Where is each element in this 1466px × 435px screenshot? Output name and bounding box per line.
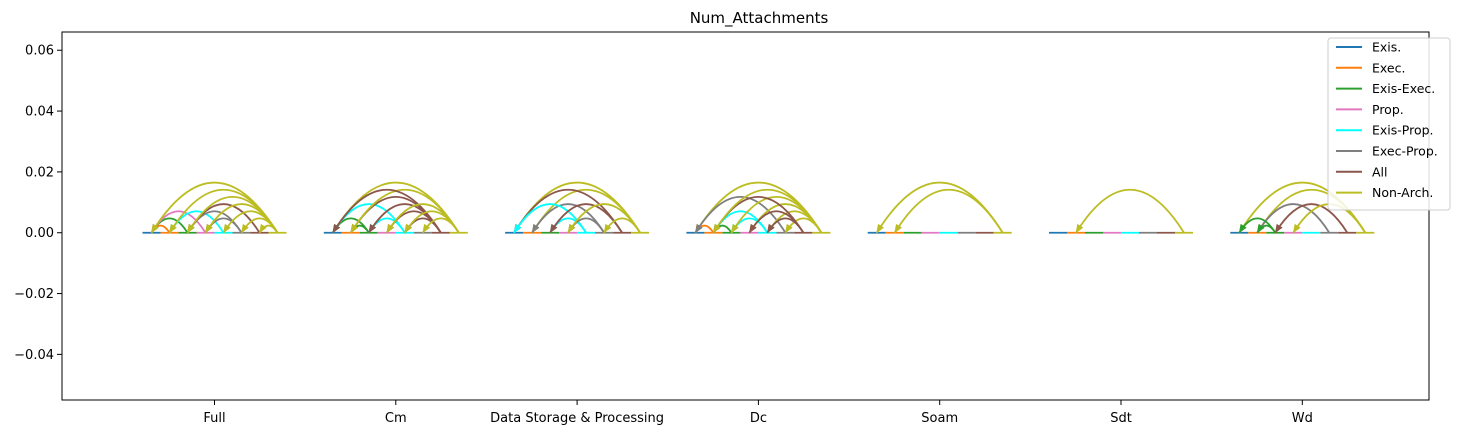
arc-group: [142, 181, 287, 234]
y-axis: 0.06 0.04 0.02 0.00 −0.02 −0.04: [14, 44, 62, 363]
arc-group: [1049, 188, 1193, 234]
arc-edge: [603, 217, 641, 234]
arc-group: [323, 181, 468, 234]
arc-edge: [1274, 203, 1349, 234]
legend-box: [1327, 37, 1451, 211]
arc-arrowhead: [187, 223, 195, 234]
legend-label: Exis-Prop.: [1372, 123, 1434, 138]
y-tick-label: 0.06: [25, 44, 54, 59]
arc-arrowhead: [368, 223, 377, 234]
arc-arrowhead: [332, 223, 341, 234]
arc-arrowhead: [603, 223, 612, 234]
arc-arrowhead: [205, 223, 213, 234]
arc-arrowhead: [1274, 223, 1283, 234]
arc-edge: [332, 188, 442, 234]
arc-arrowhead: [386, 223, 395, 234]
x-tick-label: Full: [203, 411, 225, 426]
arc-group: [505, 181, 650, 234]
arc-arrowhead: [223, 223, 231, 234]
arc-arrowhead: [169, 223, 177, 234]
y-tick-label: −0.04: [14, 348, 54, 363]
arc-edge: [893, 188, 1004, 234]
arc-group: [867, 181, 1012, 234]
arc-arrowhead: [894, 223, 903, 234]
chart-title: Num_Attachments: [690, 9, 829, 28]
arc-edge: [1238, 217, 1277, 234]
arc-arrowhead: [151, 223, 159, 234]
legend-label: Exis.: [1372, 40, 1401, 55]
arc-arrowhead: [731, 223, 739, 234]
arc-arrowhead: [1256, 223, 1265, 234]
arc-arrowhead: [259, 223, 267, 234]
legend: Exis. Exec. Exis-Exec. Prop. Exis-Prop. Exec-…: [1327, 37, 1451, 211]
arc-arrowhead: [749, 223, 757, 234]
x-tick-label: Data Storage & Processing: [490, 411, 664, 426]
x-tick-label: Soam: [921, 411, 958, 426]
arc-arrowhead: [695, 223, 703, 234]
arc-arrowhead: [549, 223, 558, 234]
arc-edge: [712, 188, 823, 234]
arc-arrowhead: [785, 223, 793, 234]
arc-edge: [204, 203, 279, 234]
y-tick-label: 0.02: [25, 165, 54, 180]
arc-arrowhead: [1292, 223, 1301, 234]
legend-label: Exec.: [1372, 60, 1405, 75]
arc-edge: [1075, 188, 1185, 234]
legend-label: Non-Arch.: [1372, 185, 1433, 200]
legend-label: Exis-Exec.: [1372, 81, 1435, 96]
x-tick-label: Cm: [385, 411, 407, 426]
arc-arrowhead: [1238, 223, 1247, 234]
plot-area: [142, 181, 1375, 234]
y-tick-label: −0.02: [14, 287, 54, 302]
arc-arrowhead: [513, 223, 522, 234]
plot-frame: [61, 31, 1430, 401]
x-tick-label: Sdt: [1110, 411, 1132, 426]
arc-edge: [1256, 203, 1331, 234]
arc-arrowhead: [350, 223, 359, 234]
legend-label: All: [1372, 164, 1388, 179]
legend-label: Exec-Prop.: [1372, 144, 1438, 159]
x-tick-label: Wd: [1292, 411, 1313, 426]
arc-arrowhead: [876, 223, 885, 234]
x-axis: Full Cm Data Storage & Processing Dc Soam Sdt…: [203, 400, 1313, 426]
legend-label: Prop.: [1372, 102, 1404, 117]
arc-arrowhead: [713, 223, 721, 234]
arc-arrowhead: [1075, 223, 1084, 234]
arc-arrowhead: [767, 223, 775, 234]
y-tick-label: 0.04: [25, 105, 54, 120]
arc-arrowhead: [567, 223, 576, 234]
x-tick-label: Dc: [750, 411, 767, 426]
arc-edge: [240, 217, 279, 234]
arc-arrowhead: [422, 223, 431, 234]
arc-group: [686, 181, 831, 234]
arc-edge: [694, 195, 787, 234]
arc-arrowhead: [531, 223, 540, 234]
arc-arrowhead: [241, 223, 249, 234]
arc-arrowhead: [404, 223, 413, 234]
y-tick-label: 0.00: [25, 226, 54, 241]
